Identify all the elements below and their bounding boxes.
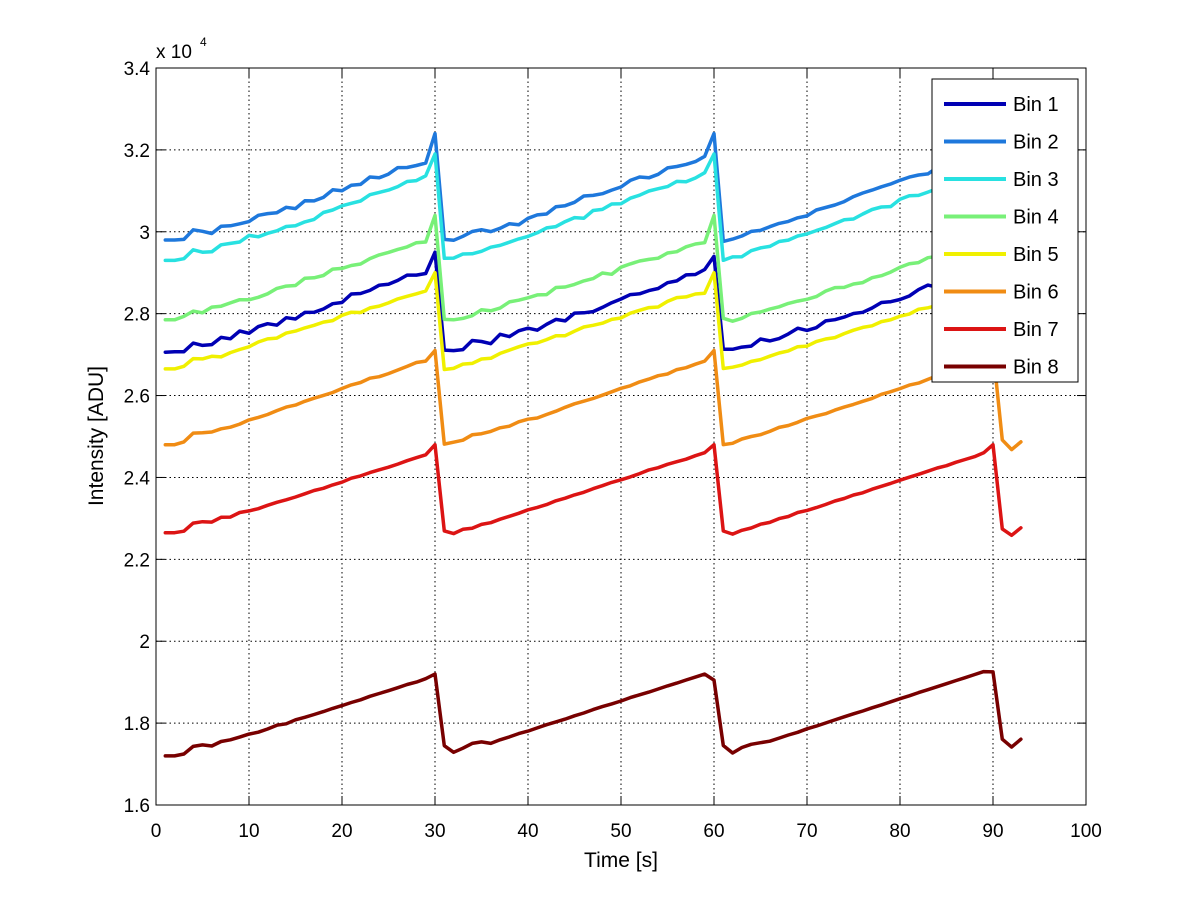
- series-line-bin-7: [163, 442, 1023, 538]
- x-tick-labels: 0 10 20 30 40 50 60 70 80 90 100: [151, 821, 1102, 842]
- x-tick-label: 70: [796, 821, 817, 842]
- x-tick-label: 100: [1070, 821, 1102, 842]
- y-tick-label: 2.4: [124, 468, 151, 489]
- y-tick-label: 2.8: [124, 305, 150, 326]
- y-axis-multiplier: x 10: [156, 42, 192, 63]
- legend-label-bin-4: Bin 4: [1013, 207, 1059, 229]
- series-line-bin-1: [163, 250, 1023, 354]
- x-tick-label: 20: [331, 821, 352, 842]
- x-tick-label: 10: [238, 821, 259, 842]
- series-layer: [163, 131, 1023, 758]
- legend-label-bin-6: Bin 6: [1013, 282, 1059, 304]
- y-axis-multiplier-exponent: 4: [200, 35, 207, 49]
- legend-label-bin-3: Bin 3: [1013, 169, 1059, 191]
- legend-box: [931, 78, 1079, 383]
- legend-label-bin-1: Bin 1: [1013, 94, 1059, 116]
- series-line-bin-3: [163, 152, 1023, 263]
- series-line-bin-5: [163, 270, 1023, 372]
- y-tick-label: 1.8: [124, 714, 150, 735]
- x-tick-label: 80: [889, 821, 910, 842]
- legend-label-bin-7: Bin 7: [1013, 319, 1059, 341]
- ticks: [155, 67, 1087, 806]
- y-tick-label: 1.6: [124, 796, 150, 817]
- y-tick-label: 2: [139, 632, 150, 653]
- x-tick-label: 30: [424, 821, 445, 842]
- y-axis-label: Intensity [ADU]: [85, 366, 108, 506]
- x-tick-label: 50: [610, 821, 631, 842]
- y-tick-label: 2.6: [124, 387, 150, 408]
- y-tick-label: 3: [139, 223, 150, 244]
- x-tick-label: 60: [703, 821, 724, 842]
- legend-label-bin-2: Bin 2: [1013, 132, 1059, 154]
- y-tick-label: 3.2: [124, 141, 150, 162]
- legend-label-bin-8: Bin 8: [1013, 357, 1059, 379]
- legend-label-bin-5: Bin 5: [1013, 244, 1059, 266]
- x-tick-label: 0: [151, 821, 162, 842]
- y-tick-label: 3.4: [124, 59, 151, 80]
- x-tick-label: 40: [517, 821, 538, 842]
- series-line-bin-4: [163, 213, 1023, 323]
- legend: Bin 1 Bin 2 Bin 3 Bin 4 Bin 5 Bin 6 Bin 7 Bin 8: [931, 78, 1079, 383]
- y-tick-label: 2.2: [124, 550, 150, 571]
- series-line-bin-8: [163, 669, 1023, 758]
- x-axis-label: Time [s]: [584, 849, 658, 872]
- series-line-bin-2: [163, 131, 1023, 244]
- series-line-bin-6: [163, 348, 1023, 452]
- x-tick-label: 90: [982, 821, 1003, 842]
- y-tick-labels: 1.6 1.8 2 2.2 2.4 2.6 2.8 3 3.2 3.4: [124, 59, 151, 817]
- grid: [156, 68, 1086, 805]
